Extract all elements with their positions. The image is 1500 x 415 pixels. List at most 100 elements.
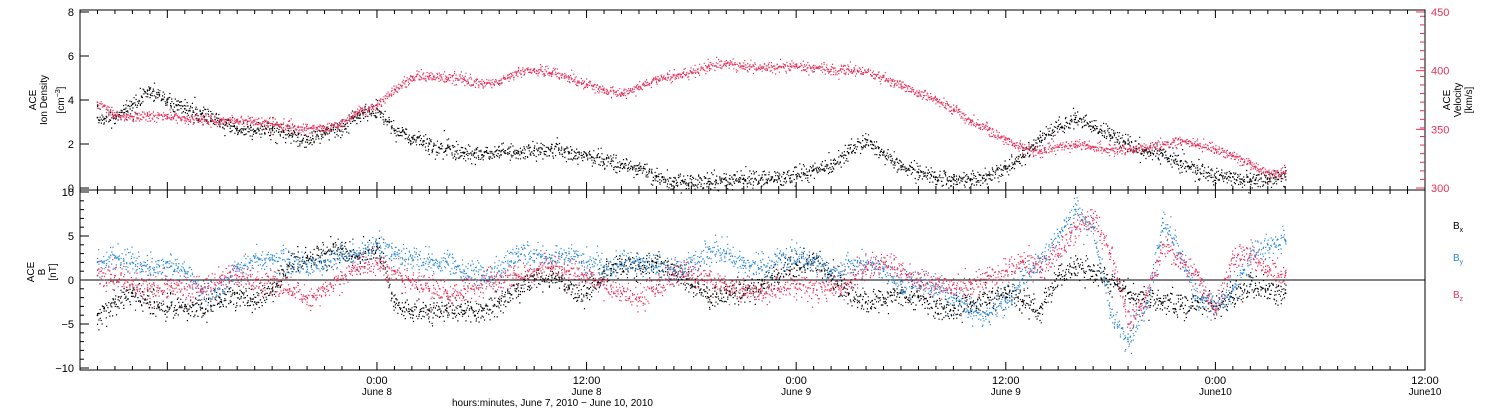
by-series-point-58: [1109, 314, 1112, 317]
x-tick-time-3: 12:00: [992, 375, 1020, 387]
by-series-point-37: [742, 261, 745, 264]
bx-series-point-49: [952, 309, 955, 312]
x-tick-time-2: 0:00: [785, 375, 806, 387]
ion-density-series-point-23: [498, 149, 501, 152]
velocity-series-point-34: [690, 71, 693, 73]
bz-series-point-64: [1214, 309, 1217, 312]
x-tick-time-0: 0:00: [366, 375, 387, 387]
velocity-series-point-61: [1162, 143, 1164, 146]
panel-magnetic-field: −10 −5 0 5 10 ACE B [nT] Bx By Bz: [26, 187, 1464, 375]
ion-density-series-point-48: [935, 176, 937, 178]
by-series-point-57: [1092, 226, 1094, 229]
b-axis-tick-label-0: −10: [55, 363, 74, 375]
ion-density-series-point-11: [288, 134, 291, 137]
bz-series-point-55: [1057, 252, 1060, 255]
ion-density-series-point-62: [1179, 160, 1182, 163]
bz-series-point-52: [1004, 270, 1007, 273]
ion-density-series-point-55: [1057, 125, 1060, 128]
by-series-point-46: [900, 283, 902, 286]
density-axis-unit: [cm−3]: [55, 86, 67, 113]
by-series-point-21: [463, 270, 466, 273]
bx-series-point-3: [149, 301, 151, 303]
velocity-series-point-24: [515, 71, 518, 73]
by-series-point-31: [638, 261, 640, 264]
bz-series-point-26: [550, 265, 553, 268]
ion-density-series-point-66: [1249, 178, 1252, 181]
bz-series-point-37: [742, 287, 745, 290]
bx-series-point-8: [236, 292, 239, 295]
bx-series-point-58: [1109, 283, 1112, 286]
top-panel-frame: [79, 9, 1426, 191]
velocity-series-point-49: [952, 109, 955, 111]
bz-series-point-20: [445, 292, 448, 295]
by-series-point-18: [411, 257, 413, 259]
velocity-series-point-19: [428, 74, 431, 77]
ion-density-series-point-64: [1214, 176, 1217, 178]
x-tick-date-4: June10: [1199, 387, 1232, 398]
bx-series-point-36: [725, 292, 728, 295]
ion-density-series-point-0: [96, 116, 99, 119]
ion-density-series-point-8: [236, 127, 239, 130]
bz-series-point-44: [865, 265, 867, 268]
velocity-series-point-54: [1039, 150, 1042, 153]
velocity-series-point-47: [917, 91, 920, 94]
velocity-series-point-5: [183, 116, 186, 119]
by-series-point-28: [585, 261, 588, 264]
by-series-point-11: [288, 261, 291, 264]
velocity-series-point-31: [638, 85, 640, 88]
ion-density-series-point-61: [1162, 154, 1164, 156]
ion-density-series-point-10: [271, 127, 273, 130]
ion-density-series-point-56: [1074, 116, 1077, 119]
bz-series-point-40: [795, 283, 798, 286]
bx-series-point-35: [707, 296, 710, 299]
by-series-point-61: [1162, 221, 1164, 224]
by-series-point-55: [1057, 235, 1060, 237]
velocity-series-point-16: [376, 103, 378, 106]
bx-series-point-18: [411, 309, 413, 312]
bx-series-point-40: [795, 263, 798, 266]
velocity-series-point-41: [812, 66, 815, 69]
ion-density-series-point-28: [585, 154, 588, 156]
bx-series-point-67: [1266, 287, 1269, 290]
velocity-series-point-37: [742, 65, 745, 67]
bx-series-point-28: [585, 292, 588, 295]
velocity-series-point-29: [603, 89, 605, 91]
ion-density-series-point-33: [673, 180, 675, 183]
by-series-point-50: [969, 309, 972, 312]
bx-series-point-65: [1232, 296, 1234, 299]
velocity-series-point-1: [114, 114, 116, 116]
velocity-axis-label-line-1: Velocity: [1453, 83, 1464, 117]
legend-bz: Bz: [1453, 290, 1464, 303]
bz-series-point-47: [917, 279, 920, 281]
legend-by: By: [1453, 253, 1464, 266]
ion-density-series-point-30: [620, 162, 623, 165]
by-series-point-3: [149, 265, 151, 268]
bx-series-point-5: [183, 305, 186, 308]
bz-series-point-28: [585, 274, 588, 277]
ion-density-series-point-5: [183, 107, 186, 110]
by-series-point-27: [568, 252, 570, 255]
ion-density-series-point-63: [1197, 169, 1199, 172]
bz-series-point-25: [533, 270, 536, 273]
by-series-point-19: [428, 261, 431, 264]
velocity-series-point-8: [236, 119, 239, 122]
by-series-point-7: [218, 287, 221, 290]
bx-series-point-68: [1284, 292, 1287, 295]
bx-series-point-45: [882, 296, 885, 299]
bx-series-point-63: [1197, 301, 1199, 303]
by-series-point-67: [1266, 243, 1269, 246]
bx-series-point-2: [131, 292, 134, 295]
ion-density-series-point-36: [725, 179, 728, 182]
velocity-series-point-11: [288, 125, 291, 128]
bz-series-point-61: [1162, 243, 1164, 246]
bx-series-point-14: [341, 248, 343, 251]
by-series-point-34: [690, 261, 693, 264]
ion-density-series-point-9: [253, 129, 256, 132]
bz-series-point-31: [638, 296, 640, 299]
velocity-series-point-56: [1074, 143, 1077, 146]
velocity-series-point-32: [655, 78, 658, 80]
bx-series-point-20: [445, 307, 448, 310]
bx-series-point-7: [218, 296, 221, 299]
velocity-series-point-62: [1179, 139, 1182, 141]
